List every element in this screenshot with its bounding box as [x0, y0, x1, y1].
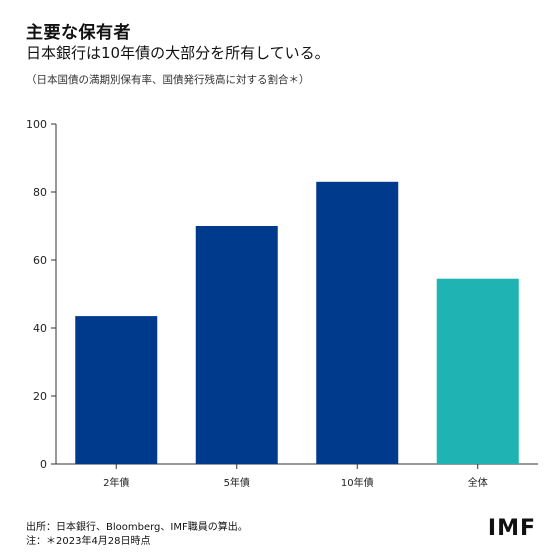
- x-tick-label: 5年債: [224, 476, 250, 489]
- y-tick-label: 60: [33, 254, 47, 267]
- source-note: 出所：日本銀行、Bloomberg、IMF職員の算出。: [26, 522, 248, 533]
- imf-logo: IMF: [487, 516, 536, 541]
- x-tick-label: 2年債: [103, 476, 129, 489]
- y-tick-label: 20: [33, 390, 47, 403]
- bar-4: [436, 278, 519, 464]
- chart-title: 主要な保有者: [26, 23, 131, 43]
- bar-2: [195, 226, 278, 464]
- x-tick-label: 全体: [468, 476, 488, 489]
- y-tick-label: 40: [33, 322, 47, 335]
- y-tick-label: 0: [40, 458, 47, 471]
- chart-subtitle: 日本銀行は10年債の大部分を所有している。: [26, 44, 330, 62]
- x-tick-label: 10年債: [341, 476, 374, 489]
- footnote: 注：＊2023年4月28日時点: [26, 536, 151, 547]
- y-tick-label: 100: [26, 118, 47, 131]
- bar-1: [75, 316, 158, 464]
- chart-note: （日本国債の満期別保有率、国債発行残高に対する割合＊）: [26, 74, 310, 86]
- y-tick-label: 80: [33, 186, 47, 199]
- bar-3: [316, 181, 399, 465]
